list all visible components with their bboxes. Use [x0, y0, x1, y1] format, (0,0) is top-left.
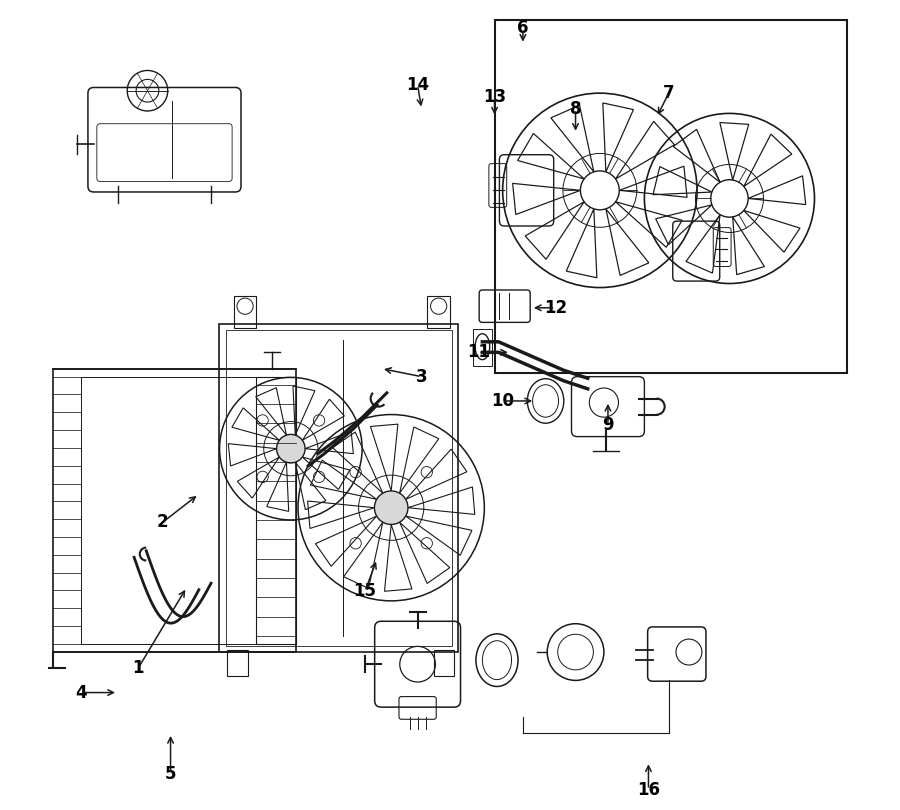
- Bar: [256, 377, 296, 644]
- Bar: [434, 650, 454, 676]
- Bar: [428, 296, 450, 328]
- Text: 7: 7: [663, 84, 674, 102]
- Text: 6: 6: [518, 19, 528, 37]
- Circle shape: [374, 491, 408, 525]
- Bar: [495, 20, 847, 373]
- Text: 12: 12: [544, 299, 567, 317]
- Bar: [81, 377, 256, 644]
- Bar: [227, 650, 248, 676]
- Text: 1: 1: [132, 659, 144, 677]
- Circle shape: [276, 434, 305, 463]
- Text: 13: 13: [483, 88, 506, 106]
- Bar: [220, 324, 458, 652]
- Text: 4: 4: [76, 684, 87, 701]
- Text: 8: 8: [570, 100, 581, 118]
- Bar: [234, 296, 256, 328]
- Bar: [226, 330, 452, 646]
- Text: 15: 15: [354, 582, 376, 600]
- Text: 16: 16: [637, 781, 660, 799]
- Text: 14: 14: [406, 76, 429, 94]
- Bar: [472, 329, 492, 366]
- Text: 10: 10: [491, 392, 514, 410]
- Text: 2: 2: [157, 514, 168, 531]
- Text: 5: 5: [165, 765, 176, 782]
- Text: 3: 3: [416, 368, 428, 386]
- Text: 11: 11: [467, 343, 490, 361]
- Text: 9: 9: [602, 416, 614, 434]
